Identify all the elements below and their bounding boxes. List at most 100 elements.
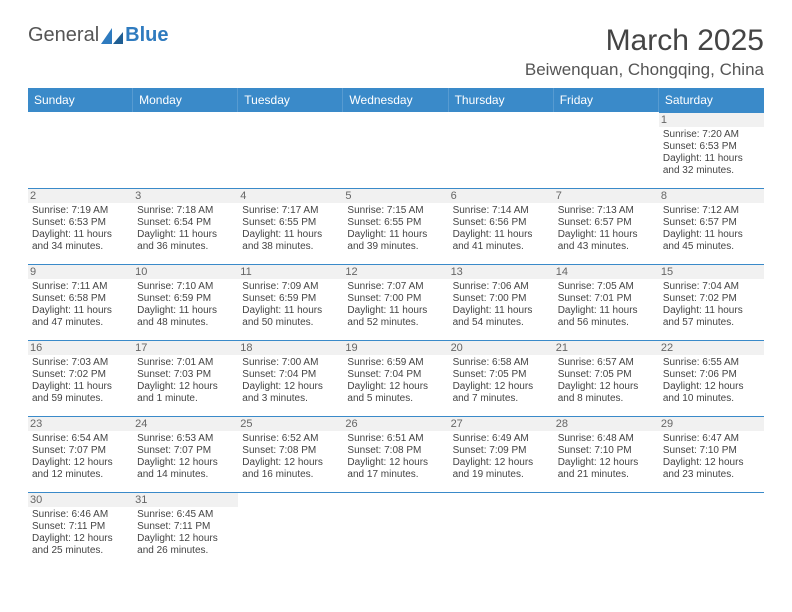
day-cell-19: 19Sunrise: 6:59 AMSunset: 7:04 PMDayligh…	[343, 340, 448, 416]
logo-text-2: Blue	[125, 24, 168, 47]
day-cell-12: 12Sunrise: 7:07 AMSunset: 7:00 PMDayligh…	[343, 264, 448, 340]
sun-info-line: Sunset: 7:05 PM	[453, 369, 550, 381]
day-number: 23	[28, 417, 133, 431]
location-subtitle: Beiwenquan, Chongqing, China	[525, 60, 764, 80]
sun-info-line: Sunset: 7:10 PM	[558, 445, 655, 457]
sun-info-line: Sunrise: 6:52 AM	[242, 433, 339, 445]
sun-info-line: Sunset: 6:55 PM	[347, 217, 444, 229]
day-number: 10	[133, 265, 238, 279]
sun-info-line: Sunset: 6:59 PM	[242, 293, 339, 305]
sun-info-line: Sunrise: 7:04 AM	[663, 281, 760, 293]
day-cell-26: 26Sunrise: 6:51 AMSunset: 7:08 PMDayligh…	[343, 416, 448, 492]
logo: General Blue	[28, 24, 169, 47]
sun-info-line: Daylight: 11 hours and 43 minutes.	[558, 229, 655, 253]
day-cell-22: 22Sunrise: 6:55 AMSunset: 7:06 PMDayligh…	[659, 340, 764, 416]
sun-info-line: Daylight: 12 hours and 17 minutes.	[347, 457, 444, 481]
sun-info-line: Daylight: 11 hours and 36 minutes.	[137, 229, 234, 253]
empty-cell	[554, 112, 659, 188]
day-number: 14	[554, 265, 659, 279]
day-number: 31	[133, 493, 238, 507]
empty-cell	[238, 112, 343, 188]
day-number: 21	[554, 341, 659, 355]
sun-info-line: Sunrise: 7:00 AM	[242, 357, 339, 369]
sun-info-line: Sunset: 7:07 PM	[32, 445, 129, 457]
day-cell-7: 7Sunrise: 7:13 AMSunset: 6:57 PMDaylight…	[554, 188, 659, 264]
sun-info-line: Sunset: 6:57 PM	[558, 217, 655, 229]
sun-info-line: Sunset: 7:04 PM	[347, 369, 444, 381]
empty-cell	[343, 112, 448, 188]
sun-info-line: Sunset: 7:09 PM	[453, 445, 550, 457]
day-cell-5: 5Sunrise: 7:15 AMSunset: 6:55 PMDaylight…	[343, 188, 448, 264]
day-cell-1: 1Sunrise: 7:20 AMSunset: 6:53 PMDaylight…	[659, 112, 764, 188]
sun-info-line: Sunrise: 7:07 AM	[347, 281, 444, 293]
sun-info-line: Sunset: 7:07 PM	[137, 445, 234, 457]
sun-info-line: Sunrise: 7:09 AM	[242, 281, 339, 293]
weekday-friday: Friday	[554, 88, 659, 112]
day-number: 3	[133, 189, 238, 203]
day-cell-23: 23Sunrise: 6:54 AMSunset: 7:07 PMDayligh…	[28, 416, 133, 492]
sun-info-line: Daylight: 11 hours and 52 minutes.	[347, 305, 444, 329]
sun-info-line: Daylight: 11 hours and 47 minutes.	[32, 305, 129, 329]
sun-info-line: Sunrise: 7:11 AM	[32, 281, 129, 293]
day-number: 30	[28, 493, 133, 507]
sun-info-line: Sunset: 6:56 PM	[453, 217, 550, 229]
day-number: 19	[343, 341, 448, 355]
sun-info-line: Sunrise: 6:53 AM	[137, 433, 234, 445]
day-cell-9: 9Sunrise: 7:11 AMSunset: 6:58 PMDaylight…	[28, 264, 133, 340]
sun-info-line: Sunset: 7:03 PM	[137, 369, 234, 381]
weekday-header: SundayMondayTuesdayWednesdayThursdayFrid…	[28, 88, 764, 112]
day-cell-27: 27Sunrise: 6:49 AMSunset: 7:09 PMDayligh…	[449, 416, 554, 492]
empty-cell	[554, 492, 659, 568]
day-cell-30: 30Sunrise: 6:46 AMSunset: 7:11 PMDayligh…	[28, 492, 133, 568]
empty-cell	[343, 492, 448, 568]
sun-info-line: Daylight: 11 hours and 39 minutes.	[347, 229, 444, 253]
sun-info-line: Sunrise: 6:49 AM	[453, 433, 550, 445]
sun-info-line: Sunset: 6:54 PM	[137, 217, 234, 229]
day-number: 18	[238, 341, 343, 355]
day-number: 26	[343, 417, 448, 431]
day-cell-31: 31Sunrise: 6:45 AMSunset: 7:11 PMDayligh…	[133, 492, 238, 568]
sun-info-line: Sunset: 6:59 PM	[137, 293, 234, 305]
sun-info-line: Daylight: 11 hours and 38 minutes.	[242, 229, 339, 253]
sun-info-line: Sunset: 6:58 PM	[32, 293, 129, 305]
sun-info-line: Daylight: 12 hours and 3 minutes.	[242, 381, 339, 405]
sun-info-line: Sunset: 7:04 PM	[242, 369, 339, 381]
sun-info-line: Sunset: 7:00 PM	[453, 293, 550, 305]
sun-info-line: Sunrise: 6:45 AM	[137, 509, 234, 521]
day-cell-6: 6Sunrise: 7:14 AMSunset: 6:56 PMDaylight…	[449, 188, 554, 264]
sun-info-line: Daylight: 12 hours and 1 minute.	[137, 381, 234, 405]
day-number: 20	[449, 341, 554, 355]
sun-info-line: Sunrise: 6:46 AM	[32, 509, 129, 521]
sun-info-line: Daylight: 11 hours and 41 minutes.	[453, 229, 550, 253]
sun-info-line: Sunset: 7:08 PM	[242, 445, 339, 457]
sun-info-line: Daylight: 12 hours and 10 minutes.	[663, 381, 760, 405]
sun-info-line: Daylight: 11 hours and 59 minutes.	[32, 381, 129, 405]
sun-info-line: Sunset: 7:02 PM	[32, 369, 129, 381]
day-cell-29: 29Sunrise: 6:47 AMSunset: 7:10 PMDayligh…	[659, 416, 764, 492]
day-number: 11	[238, 265, 343, 279]
day-cell-14: 14Sunrise: 7:05 AMSunset: 7:01 PMDayligh…	[554, 264, 659, 340]
day-number: 22	[659, 341, 764, 355]
empty-cell	[133, 112, 238, 188]
day-cell-28: 28Sunrise: 6:48 AMSunset: 7:10 PMDayligh…	[554, 416, 659, 492]
calendar-grid: 1Sunrise: 7:20 AMSunset: 6:53 PMDaylight…	[28, 112, 764, 568]
weekday-wednesday: Wednesday	[343, 88, 448, 112]
weekday-tuesday: Tuesday	[238, 88, 343, 112]
sun-info-line: Daylight: 12 hours and 8 minutes.	[558, 381, 655, 405]
empty-cell	[238, 492, 343, 568]
day-cell-21: 21Sunrise: 6:57 AMSunset: 7:05 PMDayligh…	[554, 340, 659, 416]
day-cell-13: 13Sunrise: 7:06 AMSunset: 7:00 PMDayligh…	[449, 264, 554, 340]
sun-info-line: Sunrise: 6:54 AM	[32, 433, 129, 445]
sun-info-line: Sunset: 7:11 PM	[32, 521, 129, 533]
sun-info-line: Sunset: 7:05 PM	[558, 369, 655, 381]
sun-info-line: Sunrise: 7:19 AM	[32, 205, 129, 217]
title-block: March 2025 Beiwenquan, Chongqing, China	[525, 24, 764, 80]
sun-info-line: Daylight: 11 hours and 54 minutes.	[453, 305, 550, 329]
day-cell-11: 11Sunrise: 7:09 AMSunset: 6:59 PMDayligh…	[238, 264, 343, 340]
day-number: 15	[659, 265, 764, 279]
sun-info-line: Sunrise: 6:59 AM	[347, 357, 444, 369]
day-number: 24	[133, 417, 238, 431]
sail-icon	[101, 28, 123, 44]
sun-info-line: Sunrise: 6:48 AM	[558, 433, 655, 445]
day-cell-4: 4Sunrise: 7:17 AMSunset: 6:55 PMDaylight…	[238, 188, 343, 264]
